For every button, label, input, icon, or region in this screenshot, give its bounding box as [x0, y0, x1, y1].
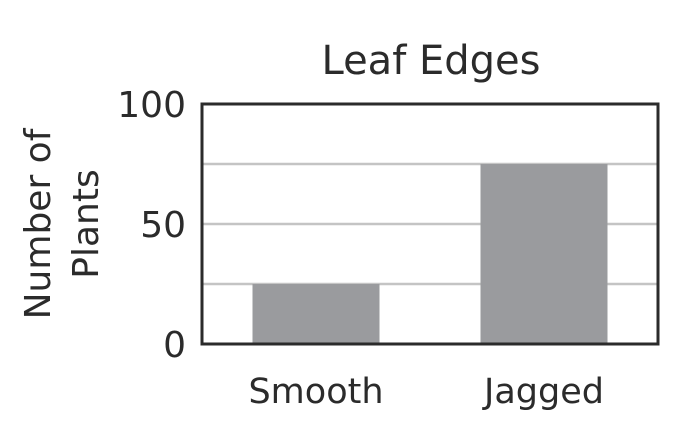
y-axis-label-line-1: Number of	[18, 127, 59, 319]
x-tick-label-jagged: Jagged	[482, 372, 604, 412]
plot-frame	[200, 102, 660, 346]
bar-smooth	[252, 284, 380, 344]
y-axis-label-line-2: Plants	[66, 169, 107, 278]
bar-jagged	[480, 164, 608, 344]
chart-title: Leaf Edges	[321, 38, 540, 84]
y-tick-label-100: 100	[117, 85, 186, 126]
y-tick-label-50: 50	[140, 205, 186, 246]
x-tick-label-smooth: Smooth	[248, 372, 383, 412]
y-tick-label-0: 0	[163, 325, 186, 366]
y-axis-label: Number of Plants	[18, 127, 107, 319]
x-tick-labels: Smooth Jagged	[248, 372, 604, 412]
y-tick-labels: 0 50 100	[117, 85, 186, 366]
bars	[252, 164, 608, 344]
